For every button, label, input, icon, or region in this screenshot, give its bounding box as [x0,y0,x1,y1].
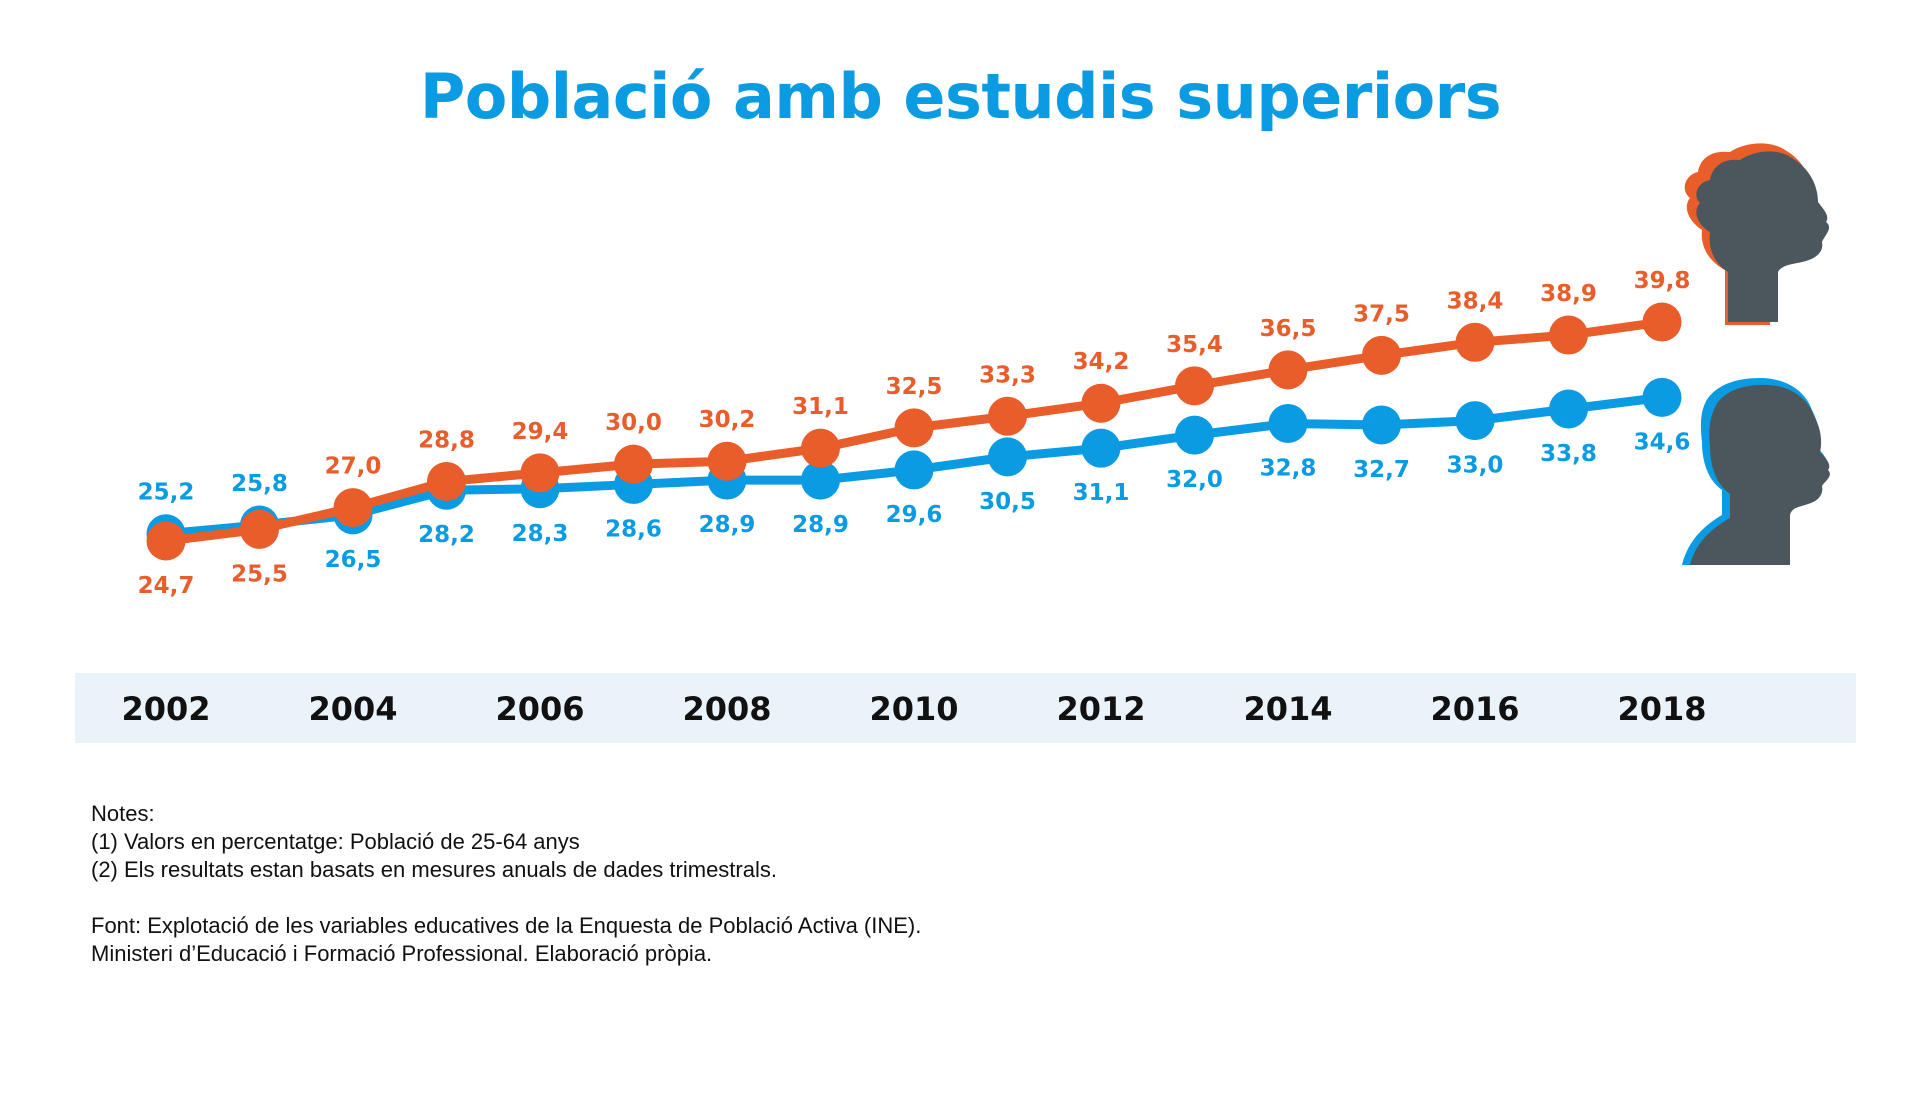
women-data-point [1081,383,1121,423]
men-data-label: 28,2 [418,522,475,548]
man-silhouette-icon [1682,378,1830,565]
women-data-label: 34,2 [1073,349,1130,375]
line-chart: 2002 2004 2006 2008 2010 2012 2014 2016 2018 25,… [75,143,1856,743]
men-data-label: 34,6 [1634,429,1691,455]
men-data-point [1081,428,1121,468]
women-data-point [1455,322,1495,362]
men-data-label: 28,6 [605,516,662,542]
women-data-point [614,444,653,484]
women-data-point [1549,315,1588,355]
men-data-point [1549,389,1588,429]
men-data-label: 32,0 [1166,467,1223,493]
men-data-label: 26,5 [325,547,382,573]
men-data-label: 30,5 [979,489,1036,515]
men-data-label: 33,0 [1447,453,1504,479]
men-data-label: 29,6 [886,502,943,528]
source-line: Ministeri d’Educació i Formació Professi… [91,941,713,966]
women-data-point [333,488,373,528]
men-data-point [1362,405,1401,445]
men-data-point [1268,404,1308,444]
women-data-label: 33,3 [979,362,1036,388]
women-data-point [240,509,279,549]
x-axis-tick-labels: 2002 2004 2006 2008 2010 2012 2014 2016 2018 [121,690,1706,728]
women-data-label: 38,4 [1447,288,1504,314]
women-data-label: 28,8 [418,428,475,454]
women-data-label: 35,4 [1166,332,1223,358]
women-data-label: 39,8 [1634,268,1691,294]
women-data-label: 30,2 [699,407,756,433]
x-tick-label: 2010 [869,690,958,728]
note-item: (2) Els resultats estan basats en mesure… [91,857,777,882]
women-data-label: 36,5 [1260,316,1317,342]
woman-silhouette-icon [1684,143,1830,325]
note-item: (1) Valors en percentatge: Població de 2… [91,829,580,854]
women-data-point [427,462,466,502]
x-tick-label: 2008 [682,690,771,728]
women-data-point [988,396,1027,436]
men-data-label: 32,8 [1260,456,1317,482]
men-data-point [1455,401,1495,441]
men-data-point [1642,377,1682,417]
x-tick-label: 2012 [1056,690,1145,728]
x-tick-label: 2006 [495,690,584,728]
x-tick-label: 2002 [121,690,210,728]
notes: Notes: (1) Valors en percentatge: Poblac… [91,800,921,968]
women-data-point [707,441,747,481]
men-data-label: 28,9 [699,512,756,538]
men-data-label: 33,8 [1540,441,1597,467]
men-data-point [1175,415,1214,455]
x-tick-label: 2018 [1617,690,1706,728]
men-data-label: 25,8 [231,471,288,497]
men-data-label: 28,3 [512,521,569,547]
women-data-point [520,453,560,493]
data-labels: 25,2 25,8 26,5 28,2 28,3 28,6 28,9 28,9 29,6 30,5… [138,268,1691,599]
men-data-point [988,437,1027,477]
men-data-label: 28,9 [792,512,849,538]
women-data-label: 38,9 [1540,281,1597,307]
women-data-point [1362,335,1401,375]
women-points-group [146,302,1682,561]
x-tick-label: 2014 [1243,690,1332,728]
women-data-point [1175,366,1214,406]
men-data-point [801,460,840,500]
men-data-label: 32,7 [1353,457,1410,483]
men-data-label: 25,2 [138,480,195,506]
women-data-point [146,521,186,561]
women-data-point [1268,350,1308,390]
source-line: Font: Explotació de les variables educat… [91,913,922,938]
x-tick-label: 2004 [308,690,397,728]
x-tick-label: 2016 [1430,690,1519,728]
women-data-label: 25,5 [231,561,288,587]
women-data-label: 29,4 [512,419,569,445]
women-data-point [894,408,934,448]
women-data-label: 27,0 [325,454,382,480]
women-data-label: 30,0 [605,410,662,436]
women-data-point [1642,302,1682,342]
women-data-label: 32,5 [886,374,943,400]
notes-heading: Notes: [91,801,155,826]
x-axis-band [75,673,1856,743]
women-data-label: 31,1 [792,394,849,420]
women-data-label: 24,7 [138,573,195,599]
chart-title: Població amb estudis superiors [419,60,1502,133]
women-data-label: 37,5 [1353,301,1410,327]
men-data-point [894,450,934,490]
women-data-point [801,428,840,468]
men-data-label: 31,1 [1073,480,1130,506]
